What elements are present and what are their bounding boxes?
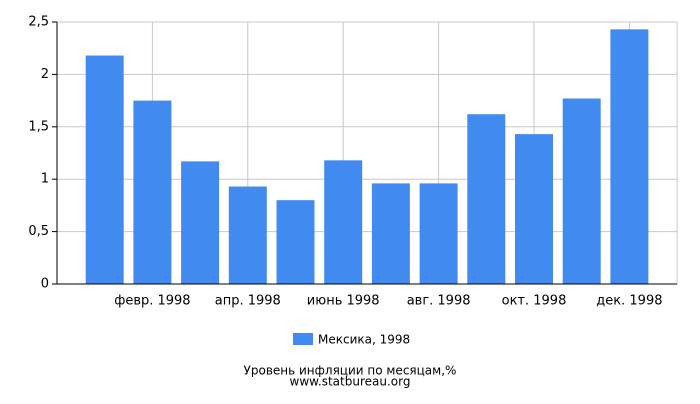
legend-swatch: [293, 333, 313, 345]
bar: [371, 183, 410, 284]
x-tick-label: дек. 1998: [596, 294, 662, 309]
bar: [610, 29, 649, 285]
x-tick-label: авг. 1998: [407, 294, 471, 309]
y-tick-label: 0: [41, 277, 49, 292]
y-tick-label: 0,5: [28, 224, 49, 239]
y-tick-label: 1: [41, 172, 49, 187]
bar: [276, 200, 315, 284]
bar: [467, 114, 506, 284]
chart-title: Уровень инфляции по месяцам,%: [244, 364, 457, 378]
x-tick-label: окт. 1998: [502, 294, 567, 309]
bar: [419, 183, 458, 284]
y-tick-label: 2,5: [28, 15, 49, 30]
x-tick-label: апр. 1998: [215, 294, 281, 309]
bar: [228, 186, 267, 284]
x-tick-label: июнь 1998: [307, 294, 380, 309]
bar: [324, 160, 363, 284]
x-tick-label: февр. 1998: [114, 294, 190, 309]
bar: [515, 134, 553, 284]
chart-subtitle: www.statbureau.org: [290, 375, 411, 389]
bar: [181, 161, 220, 284]
bar: [133, 100, 172, 284]
y-tick-label: 2: [41, 67, 49, 82]
y-tick-label: 1,5: [28, 119, 49, 134]
legend-label: Мексика, 1998: [318, 333, 410, 347]
bar: [85, 55, 124, 285]
bar: [562, 98, 601, 284]
